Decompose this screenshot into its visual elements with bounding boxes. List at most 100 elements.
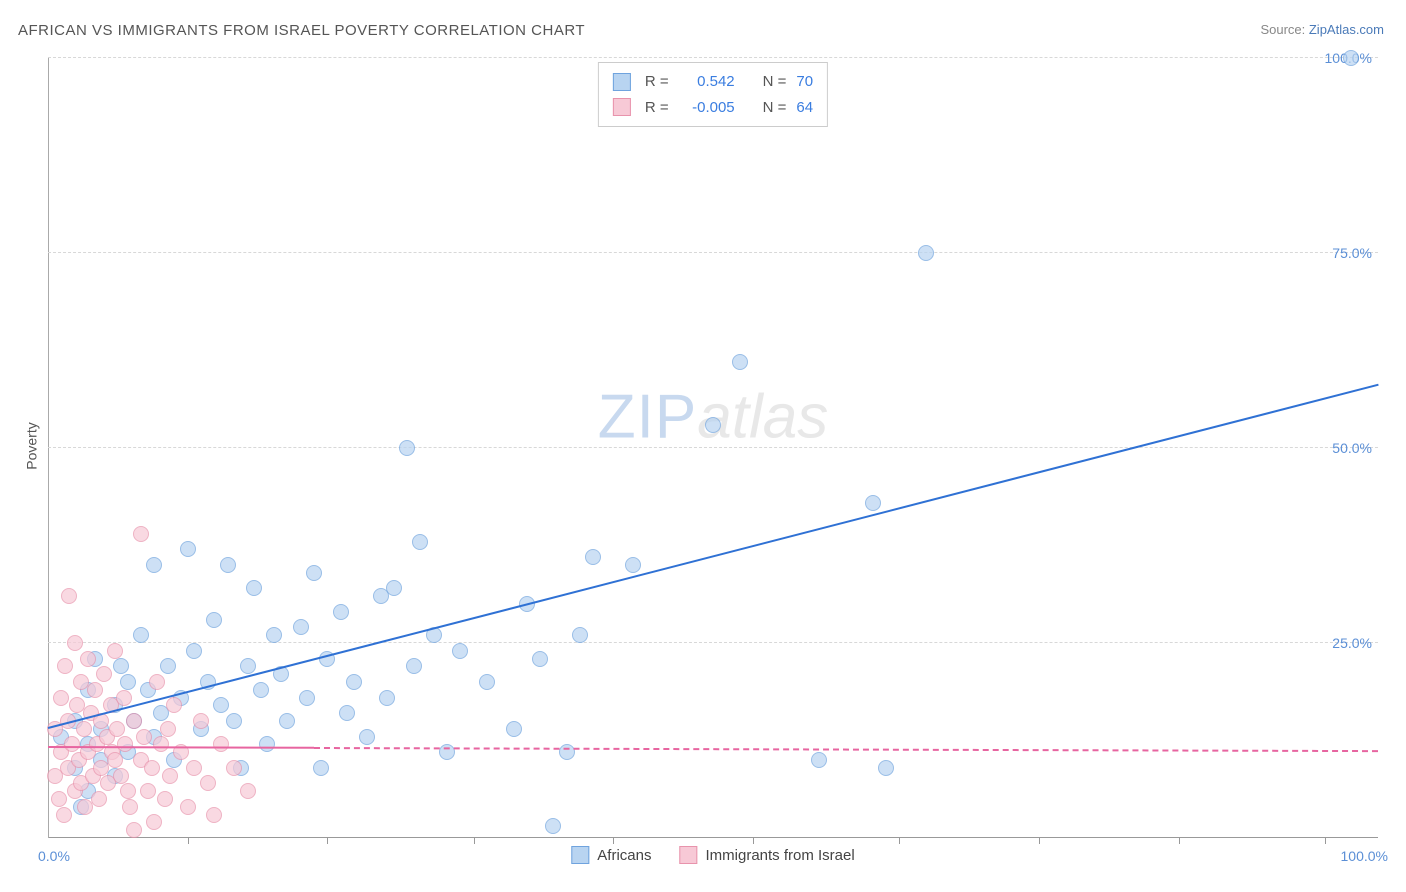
scatter-point[interactable] <box>126 713 142 729</box>
scatter-point[interactable] <box>412 534 428 550</box>
scatter-point[interactable] <box>51 791 67 807</box>
x-tick <box>327 838 328 844</box>
scatter-point[interactable] <box>220 557 236 573</box>
scatter-point[interactable] <box>246 580 262 596</box>
scatter-point[interactable] <box>399 440 415 456</box>
scatter-point[interactable] <box>386 580 402 596</box>
scatter-point[interactable] <box>120 783 136 799</box>
scatter-point[interactable] <box>346 674 362 690</box>
scatter-point[interactable] <box>61 588 77 604</box>
scatter-point[interactable] <box>865 495 881 511</box>
scatter-point[interactable] <box>144 760 160 776</box>
scatter-point[interactable] <box>732 354 748 370</box>
scatter-point[interactable] <box>625 557 641 573</box>
scatter-point[interactable] <box>166 697 182 713</box>
scatter-point[interactable] <box>122 799 138 815</box>
grid-line <box>48 447 1378 448</box>
scatter-point[interactable] <box>379 690 395 706</box>
legend-item[interactable]: Africans <box>571 846 651 864</box>
scatter-point[interactable] <box>126 822 142 838</box>
scatter-point[interactable] <box>107 643 123 659</box>
scatter-point[interactable] <box>186 760 202 776</box>
scatter-point[interactable] <box>572 627 588 643</box>
scatter-point[interactable] <box>306 565 322 581</box>
scatter-point[interactable] <box>91 791 107 807</box>
scatter-point[interactable] <box>1343 50 1359 66</box>
scatter-point[interactable] <box>76 721 92 737</box>
scatter-point[interactable] <box>107 752 123 768</box>
scatter-point[interactable] <box>113 768 129 784</box>
scatter-point[interactable] <box>811 752 827 768</box>
scatter-point[interactable] <box>109 721 125 737</box>
scatter-point[interactable] <box>57 658 73 674</box>
scatter-point[interactable] <box>339 705 355 721</box>
scatter-point[interactable] <box>116 690 132 706</box>
scatter-point[interactable] <box>705 417 721 433</box>
source-link[interactable]: ZipAtlas.com <box>1309 22 1384 37</box>
scatter-point[interactable] <box>120 674 136 690</box>
scatter-point[interactable] <box>153 736 169 752</box>
scatter-point[interactable] <box>162 768 178 784</box>
scatter-point[interactable] <box>206 807 222 823</box>
scatter-point[interactable] <box>559 744 575 760</box>
scatter-point[interactable] <box>213 736 229 752</box>
scatter-point[interactable] <box>64 736 80 752</box>
scatter-point[interactable] <box>226 760 242 776</box>
scatter-point[interactable] <box>136 729 152 745</box>
scatter-point[interactable] <box>67 635 83 651</box>
scatter-point[interactable] <box>279 713 295 729</box>
scatter-point[interactable] <box>266 627 282 643</box>
scatter-point[interactable] <box>160 721 176 737</box>
chart-title: AFRICAN VS IMMIGRANTS FROM ISRAEL POVERT… <box>18 22 585 39</box>
scatter-point[interactable] <box>180 799 196 815</box>
scatter-point[interactable] <box>186 643 202 659</box>
scatter-point[interactable] <box>313 760 329 776</box>
scatter-point[interactable] <box>213 697 229 713</box>
scatter-point[interactable] <box>226 713 242 729</box>
scatter-point[interactable] <box>545 818 561 834</box>
scatter-point[interactable] <box>253 682 269 698</box>
scatter-point[interactable] <box>506 721 522 737</box>
scatter-point[interactable] <box>146 557 162 573</box>
scatter-point[interactable] <box>149 674 165 690</box>
y-axis-label: Poverty <box>24 422 40 469</box>
scatter-point[interactable] <box>532 651 548 667</box>
legend-item[interactable]: Immigrants from Israel <box>679 846 854 864</box>
scatter-point[interactable] <box>140 783 156 799</box>
scatter-point[interactable] <box>87 682 103 698</box>
scatter-point[interactable] <box>333 604 349 620</box>
x-tick <box>474 838 475 844</box>
scatter-point[interactable] <box>479 674 495 690</box>
scatter-point[interactable] <box>96 666 112 682</box>
trend-line <box>314 747 1378 752</box>
scatter-point[interactable] <box>193 713 209 729</box>
series-legend: Africans Immigrants from Israel <box>571 846 854 864</box>
scatter-point[interactable] <box>240 783 256 799</box>
scatter-point[interactable] <box>117 736 133 752</box>
scatter-point[interactable] <box>878 760 894 776</box>
source-attribution: Source: ZipAtlas.com <box>1260 22 1384 37</box>
scatter-point[interactable] <box>299 690 315 706</box>
scatter-point[interactable] <box>259 736 275 752</box>
scatter-point[interactable] <box>56 807 72 823</box>
scatter-point[interactable] <box>160 658 176 674</box>
scatter-point[interactable] <box>53 690 69 706</box>
scatter-plot-area: ZIPatlas 0.0% 100.0% R =0.542N =70R =-0.… <box>48 58 1378 838</box>
scatter-point[interactable] <box>133 526 149 542</box>
scatter-point[interactable] <box>585 549 601 565</box>
scatter-point[interactable] <box>180 541 196 557</box>
scatter-point[interactable] <box>133 627 149 643</box>
scatter-point[interactable] <box>406 658 422 674</box>
scatter-point[interactable] <box>293 619 309 635</box>
scatter-point[interactable] <box>157 791 173 807</box>
scatter-point[interactable] <box>206 612 222 628</box>
scatter-point[interactable] <box>359 729 375 745</box>
scatter-point[interactable] <box>113 658 129 674</box>
scatter-point[interactable] <box>452 643 468 659</box>
scatter-point[interactable] <box>146 814 162 830</box>
scatter-point[interactable] <box>918 245 934 261</box>
x-tick <box>1039 838 1040 844</box>
scatter-point[interactable] <box>200 775 216 791</box>
scatter-point[interactable] <box>80 651 96 667</box>
scatter-point[interactable] <box>240 658 256 674</box>
